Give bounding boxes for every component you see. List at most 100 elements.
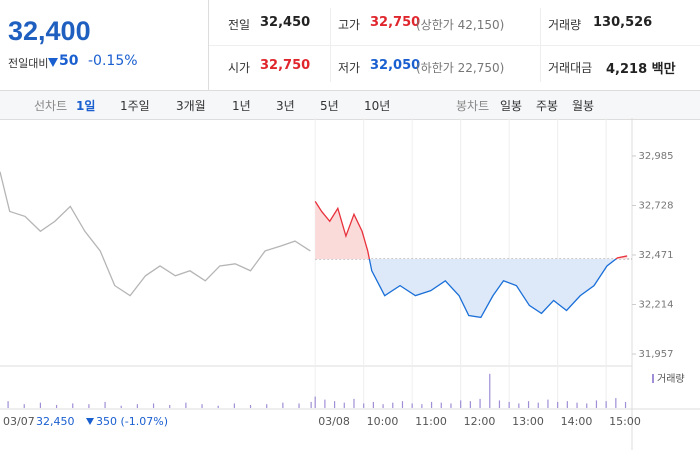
volume-bar <box>411 403 413 408</box>
volume-bar <box>450 403 452 408</box>
volume-bar <box>343 402 345 408</box>
tab-group-label: 봉차트 <box>456 99 490 113</box>
volume-bar <box>557 401 559 408</box>
annotation-change: 350 (-1.07%) <box>96 415 168 428</box>
volume-bar <box>217 405 219 408</box>
change: 50 <box>59 53 79 69</box>
volume-bar <box>576 402 578 408</box>
stat-label: 거래대금 <box>548 61 593 75</box>
tab-group-label: 선차트 <box>34 99 68 113</box>
period-tab[interactable]: 1주일 <box>120 99 150 113</box>
stat-value: 130,526 <box>593 15 653 30</box>
tab-bar: 선차트 1일 1주일 3개월 1년 3년 5년 10년 봉차트 일봉 주봉 월봉 <box>0 90 700 120</box>
stat-label: 고가 <box>338 18 361 32</box>
y-tick-label: 32,728 <box>639 200 674 211</box>
period-tab[interactable]: 3년 <box>276 99 295 113</box>
stat-value: 32,750 <box>370 15 421 30</box>
volume-bar <box>527 401 530 408</box>
divider <box>330 8 331 82</box>
volume-bar <box>88 404 90 408</box>
volume-bar <box>314 396 316 408</box>
volume-bar <box>333 401 336 408</box>
volume-bar <box>547 399 549 408</box>
volume-bar <box>120 405 122 408</box>
volume-bar <box>282 402 284 408</box>
volume-bar <box>201 404 203 408</box>
volume-bar <box>152 403 155 408</box>
volume-bar <box>401 401 404 408</box>
volume-bar <box>586 403 588 408</box>
volume-bar <box>363 403 365 408</box>
volume-bar <box>460 400 462 408</box>
legend-label: 거래량 <box>657 373 685 385</box>
x-tick-label: 13:00 <box>512 415 544 428</box>
volume-bar <box>249 404 252 408</box>
volume-bar <box>508 401 510 408</box>
stat-extra: (상한가 42,150) <box>416 18 505 32</box>
down-icon <box>86 418 94 425</box>
candle-tab[interactable]: 주봉 <box>536 99 559 113</box>
x-tick-label: 03/08 <box>318 415 350 428</box>
x-tick-label: 12:00 <box>464 415 496 428</box>
volume-bar <box>372 401 374 408</box>
volume-bar <box>136 404 138 408</box>
y-tick-label: 31,957 <box>639 349 674 360</box>
price-line <box>314 201 628 319</box>
plot <box>0 171 632 319</box>
volume-bar <box>266 404 268 408</box>
volume-bar <box>624 401 627 408</box>
volume-bar <box>72 403 74 408</box>
volume-bar <box>298 403 300 408</box>
x-tick-label: 15:00 <box>609 415 641 428</box>
volume-bar <box>23 404 25 408</box>
volume-bar <box>185 402 187 408</box>
x-tick-label: 11:00 <box>415 415 447 428</box>
period-tab[interactable]: 5년 <box>320 99 339 113</box>
change-label: 전일대비 <box>8 57 49 70</box>
x-tick-label: 14:00 <box>561 415 593 428</box>
volume-bar <box>421 404 423 408</box>
divider <box>540 8 541 82</box>
y-tick-label: 32,214 <box>639 299 674 310</box>
volume-bar <box>104 401 106 408</box>
period-tab[interactable]: 10년 <box>364 99 391 113</box>
price-line <box>0 171 311 297</box>
stat-label: 거래량 <box>548 18 582 32</box>
volume-bar <box>39 402 42 408</box>
volume-bar <box>537 402 539 408</box>
y-tick-label: 32,985 <box>639 151 674 162</box>
annotation-close: 32,450 <box>36 415 75 428</box>
x-tick-label: 03/07 <box>3 415 35 428</box>
volume-bar <box>489 373 491 408</box>
volume-bar <box>324 399 326 408</box>
volume-bar <box>518 403 520 408</box>
period-tab[interactable]: 1년 <box>232 99 251 113</box>
candle-tab[interactable]: 일봉 <box>500 99 523 113</box>
price-box <box>0 0 209 90</box>
volume-bar <box>233 403 235 408</box>
down-icon <box>48 58 58 67</box>
stat-label: 전일 <box>228 18 251 32</box>
stat-label: 저가 <box>338 61 361 75</box>
stat-value: 32,750 <box>260 58 311 73</box>
y-tick-label: 32,471 <box>639 250 674 261</box>
legend-swatch <box>652 374 654 383</box>
divider <box>209 45 700 46</box>
volume-bar <box>430 401 433 408</box>
volume-bar <box>440 402 442 408</box>
volume-bar <box>7 401 9 408</box>
volume-bar <box>310 401 312 408</box>
period-tab[interactable]: 1일 <box>76 99 96 113</box>
volume-bar <box>392 402 394 408</box>
volume-bar <box>605 401 607 408</box>
candle-tab[interactable]: 월봉 <box>572 99 595 113</box>
period-tab[interactable]: 3개월 <box>176 99 206 113</box>
volume-bar <box>169 404 171 408</box>
current-price: 32,400 <box>8 16 91 46</box>
x-tick-label: 10:00 <box>367 415 399 428</box>
stat-label: 시가 <box>228 61 251 75</box>
volume-bar <box>469 401 471 408</box>
volume-bar <box>55 404 58 408</box>
area <box>315 201 628 318</box>
